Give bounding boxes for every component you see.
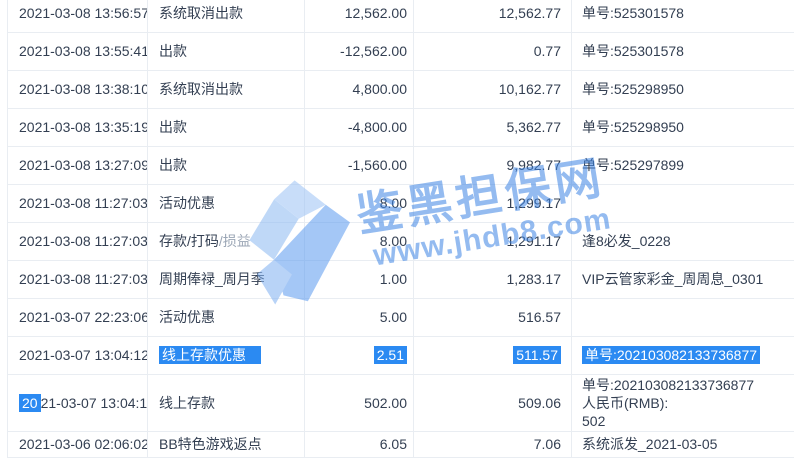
cell-time: 2021-03-06 02:06:02	[7, 431, 148, 458]
cell-amount: -12,562.00	[304, 32, 414, 71]
cell-time: 2021-03-08 11:27:03	[7, 222, 148, 261]
cell-note	[571, 184, 794, 223]
cell-balance: 1,299.17	[413, 184, 572, 223]
selected-text: 线上存款优惠	[159, 346, 261, 364]
transaction-table: 2021-03-08 13:56:57 系统取消出款 12,562.00 12,…	[7, 0, 794, 458]
cell-amount: 6.05	[304, 431, 414, 458]
cell-type: 周期俸禄_周月季	[147, 260, 305, 299]
cell-balance: 516.57	[413, 298, 572, 337]
cell-amount: 502.00	[304, 374, 414, 432]
cell-balance: 5,362.77	[413, 108, 572, 147]
cell-type: 线上存款优惠	[147, 336, 305, 375]
cell-type: 系统取消出款	[147, 70, 305, 109]
time-text: 21-03-07 13:04:12	[40, 394, 148, 411]
cell-note: 逢8必发_0228	[571, 222, 794, 261]
cell-type: 系统取消出款	[147, 0, 305, 33]
cell-type: 出款	[147, 108, 305, 147]
table-row: 2021-03-08 13:56:57 系统取消出款 12,562.00 12,…	[7, 0, 794, 33]
cell-balance: 509.06	[413, 374, 572, 432]
table-row-selected: 2021-03-07 13:04:12 线上存款优惠 2.51 511.57 单…	[7, 336, 794, 375]
cell-time: 2021-03-08 13:35:19	[7, 108, 148, 147]
cell-time: 2021-03-07 22:23:06	[7, 298, 148, 337]
table-row: 20 21-03-07 13:04:12 线上存款 502.00 509.06 单…	[7, 374, 794, 432]
selected-text: 2.51	[373, 346, 407, 364]
cell-note: 单号:525298950	[571, 70, 794, 109]
cell-note: 单号:525297899	[571, 146, 794, 185]
note-line: 单号:202103082133736877	[582, 376, 755, 393]
cell-amount: 4,800.00	[304, 70, 414, 109]
selected-text: 20	[19, 393, 41, 412]
cell-balance: 511.57	[413, 336, 572, 375]
cell-type: 活动优惠	[147, 298, 305, 337]
selected-text: 511.57	[513, 346, 561, 364]
cell-amount: 1.00	[304, 260, 414, 299]
table-row: 2021-03-08 13:35:19 出款 -4,800.00 5,362.7…	[7, 108, 794, 147]
cell-time: 2021-03-07 13:04:12	[7, 336, 148, 375]
cell-type: 线上存款	[147, 374, 305, 432]
selected-text: 单号:202103082133736877	[582, 346, 761, 364]
cell-type: 存款/打码/损益	[147, 222, 305, 261]
type-text-dim: /损益	[218, 233, 251, 249]
cell-type: 活动优惠	[147, 184, 305, 223]
note-line: 502	[582, 412, 606, 429]
cell-type: 出款	[147, 32, 305, 71]
cell-time: 2021-03-08 13:27:09	[7, 146, 148, 185]
cell-note	[571, 298, 794, 337]
table-row: 2021-03-06 02:06:02 BB特色游戏返点 6.05 7.06 系…	[7, 431, 794, 458]
note-line: 人民币(RMB):	[582, 394, 669, 411]
table-row: 2021-03-08 13:55:41 出款 -12,562.00 0.77 单…	[7, 32, 794, 71]
cell-balance: 1,283.17	[413, 260, 572, 299]
table-row: 2021-03-08 11:27:03 活动优惠 8.00 1,299.17	[7, 184, 794, 223]
table-row: 2021-03-08 11:27:03 周期俸禄_周月季 1.00 1,283.…	[7, 260, 794, 299]
cell-amount: 8.00	[304, 222, 414, 261]
type-text: 存款/打码	[159, 233, 219, 249]
cell-note: VIP云管家彩金_周周息_0301	[571, 260, 794, 299]
cell-balance: 10,162.77	[413, 70, 572, 109]
cell-type: 出款	[147, 146, 305, 185]
cell-balance: 1,291.17	[413, 222, 572, 261]
cell-time: 2021-03-08 13:56:57	[7, 0, 148, 33]
cell-note: 系统派发_2021-03-05	[571, 431, 794, 458]
cell-time: 2021-03-08 13:55:41	[7, 32, 148, 71]
table-row: 2021-03-08 13:38:10 系统取消出款 4,800.00 10,1…	[7, 70, 794, 109]
cell-note: 单号:525301578	[571, 0, 794, 33]
cell-note: 单号:525301578	[571, 32, 794, 71]
cell-amount: 2.51	[304, 336, 414, 375]
cell-note: 单号:525298950	[571, 108, 794, 147]
cell-amount: 8.00	[304, 184, 414, 223]
cell-amount: -4,800.00	[304, 108, 414, 147]
cell-time: 2021-03-08 13:38:10	[7, 70, 148, 109]
cell-balance: 12,562.77	[413, 0, 572, 33]
cell-balance: 7.06	[413, 431, 572, 458]
cell-note: 单号:202103082133736877	[571, 336, 794, 375]
cell-type: BB特色游戏返点	[147, 431, 305, 458]
cell-time: 2021-03-08 11:27:03	[7, 184, 148, 223]
cell-balance: 9,982.77	[413, 146, 572, 185]
table-row: 2021-03-07 22:23:06 活动优惠 5.00 516.57	[7, 298, 794, 337]
cell-amount: 12,562.00	[304, 0, 414, 33]
cell-note: 单号:202103082133736877 人民币(RMB): 502	[571, 374, 794, 432]
cell-amount: 5.00	[304, 298, 414, 337]
cell-amount: -1,560.00	[304, 146, 414, 185]
cell-time: 2021-03-08 11:27:03	[7, 260, 148, 299]
cell-balance: 0.77	[413, 32, 572, 71]
table-row: 2021-03-08 13:27:09 出款 -1,560.00 9,982.7…	[7, 146, 794, 185]
table-row: 2021-03-08 11:27:03 存款/打码/损益 8.00 1,291.…	[7, 222, 794, 261]
